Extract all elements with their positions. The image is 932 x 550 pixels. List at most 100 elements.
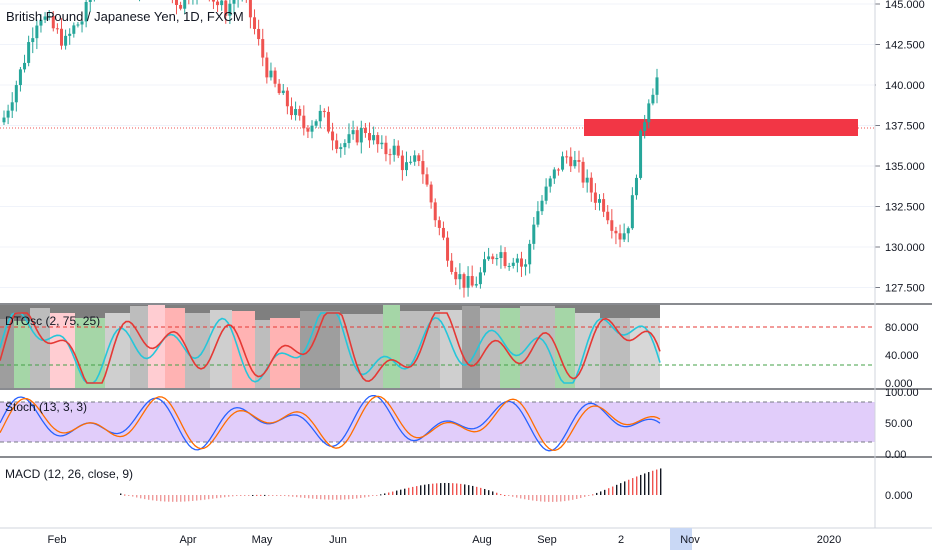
- stoch-lines: [0, 394, 661, 452]
- candle-body: [532, 224, 536, 244]
- macd-bar: [208, 495, 210, 500]
- macd-bar: [168, 495, 170, 502]
- stoch-axis: 100.00 50.00 0.00: [885, 387, 919, 461]
- macd-bar: [528, 495, 530, 500]
- macd-bar: [120, 493, 122, 495]
- macd-bar: [448, 483, 450, 495]
- macd-bar: [460, 483, 462, 495]
- macd-bar: [632, 478, 634, 495]
- macd-bar: [376, 495, 378, 496]
- candle-body: [331, 131, 335, 141]
- macd-bar: [540, 495, 542, 502]
- macd-bar: [280, 495, 282, 496]
- candle-body: [651, 94, 655, 104]
- dtosc-block: [500, 308, 520, 388]
- time-tick-label: 2: [618, 534, 624, 546]
- macd-bar: [500, 494, 502, 496]
- stoch-tick-label: 0.00: [885, 449, 906, 461]
- candle-body: [470, 276, 474, 286]
- macd-bar: [388, 492, 390, 495]
- candle-body: [433, 202, 437, 221]
- macd-bar: [544, 495, 546, 502]
- macd-bar: [216, 495, 218, 499]
- candle-body: [565, 156, 569, 158]
- macd-bar: [400, 489, 402, 495]
- macd-bar: [556, 495, 558, 502]
- candle-body: [610, 220, 614, 231]
- candle-body: [643, 122, 647, 131]
- price-axis[interactable]: 127.500 130.000 132.500 135.000 137.500 140.0…: [875, 0, 932, 295]
- macd-bar: [524, 495, 526, 500]
- macd-bar: [392, 491, 394, 495]
- macd-bar: [628, 479, 630, 495]
- stoch-d-line: [0, 395, 661, 452]
- candle-body: [51, 15, 55, 29]
- macd-bar: [152, 495, 154, 501]
- time-axis[interactable]: Feb Apr May Jun Aug Sep 2 Nov 2020: [48, 534, 842, 546]
- dtosc-block: [575, 313, 600, 388]
- macd-bar: [220, 495, 222, 498]
- candle-body: [630, 195, 634, 229]
- candle-body: [277, 83, 281, 94]
- dtosc-block: [400, 311, 440, 388]
- macd-bar: [252, 494, 254, 496]
- price-tick-label: 132.500: [885, 202, 925, 214]
- macd-bar: [660, 468, 662, 495]
- candle-body: [417, 155, 421, 162]
- dtosc-main-line: [0, 312, 661, 384]
- macd-bar: [348, 495, 350, 500]
- macd-bar: [408, 487, 410, 495]
- macd-bar: [440, 483, 442, 495]
- macd-bar: [244, 495, 246, 496]
- candle-body: [462, 274, 466, 288]
- candle-body: [556, 169, 560, 171]
- macd-bar: [648, 472, 650, 495]
- candle-body: [261, 39, 265, 58]
- candle-body: [211, 0, 215, 2]
- macd-bar: [272, 495, 274, 496]
- macd-bar: [564, 495, 566, 502]
- candle-body: [409, 161, 413, 163]
- macd-bar: [492, 491, 494, 495]
- macd-bar: [520, 495, 522, 499]
- macd-tick-label: 0.000: [885, 490, 913, 502]
- macd-bar: [496, 492, 498, 495]
- dtosc-block: [75, 318, 105, 388]
- macd-bar: [428, 484, 430, 495]
- macd-bar: [124, 494, 126, 496]
- macd-bar: [268, 495, 270, 496]
- candle-body: [392, 145, 396, 155]
- candle-body: [232, 0, 236, 4]
- candle-body: [179, 4, 183, 9]
- candle-body: [372, 135, 376, 141]
- candle-body: [281, 90, 285, 94]
- candle-body: [14, 85, 18, 103]
- candle-body: [35, 25, 39, 39]
- candle-body: [544, 186, 548, 201]
- candle-body: [335, 140, 339, 149]
- macd-bar: [396, 490, 398, 495]
- candlestick-series: [2, 0, 659, 298]
- candle-body: [273, 70, 277, 84]
- candle-body: [314, 121, 318, 126]
- candle-body: [302, 115, 306, 129]
- macd-bar: [232, 495, 234, 497]
- price-tick-label: 127.500: [885, 283, 925, 295]
- candle-body: [639, 130, 643, 178]
- macd-bar: [212, 495, 214, 499]
- macd-bar: [352, 495, 354, 499]
- candle-body: [404, 162, 408, 171]
- macd-bar: [588, 495, 590, 496]
- candle-body: [499, 252, 503, 258]
- macd-bar: [176, 495, 178, 502]
- dtosc-block: [165, 308, 185, 388]
- macd-bar: [156, 495, 158, 501]
- candle-body: [343, 143, 347, 148]
- candle-body: [561, 156, 565, 170]
- macd-bar: [456, 483, 458, 495]
- macd-bar: [316, 495, 318, 499]
- time-tick-label: Sep: [537, 534, 557, 546]
- dtosc-block: [130, 306, 148, 388]
- candle-body: [450, 260, 454, 272]
